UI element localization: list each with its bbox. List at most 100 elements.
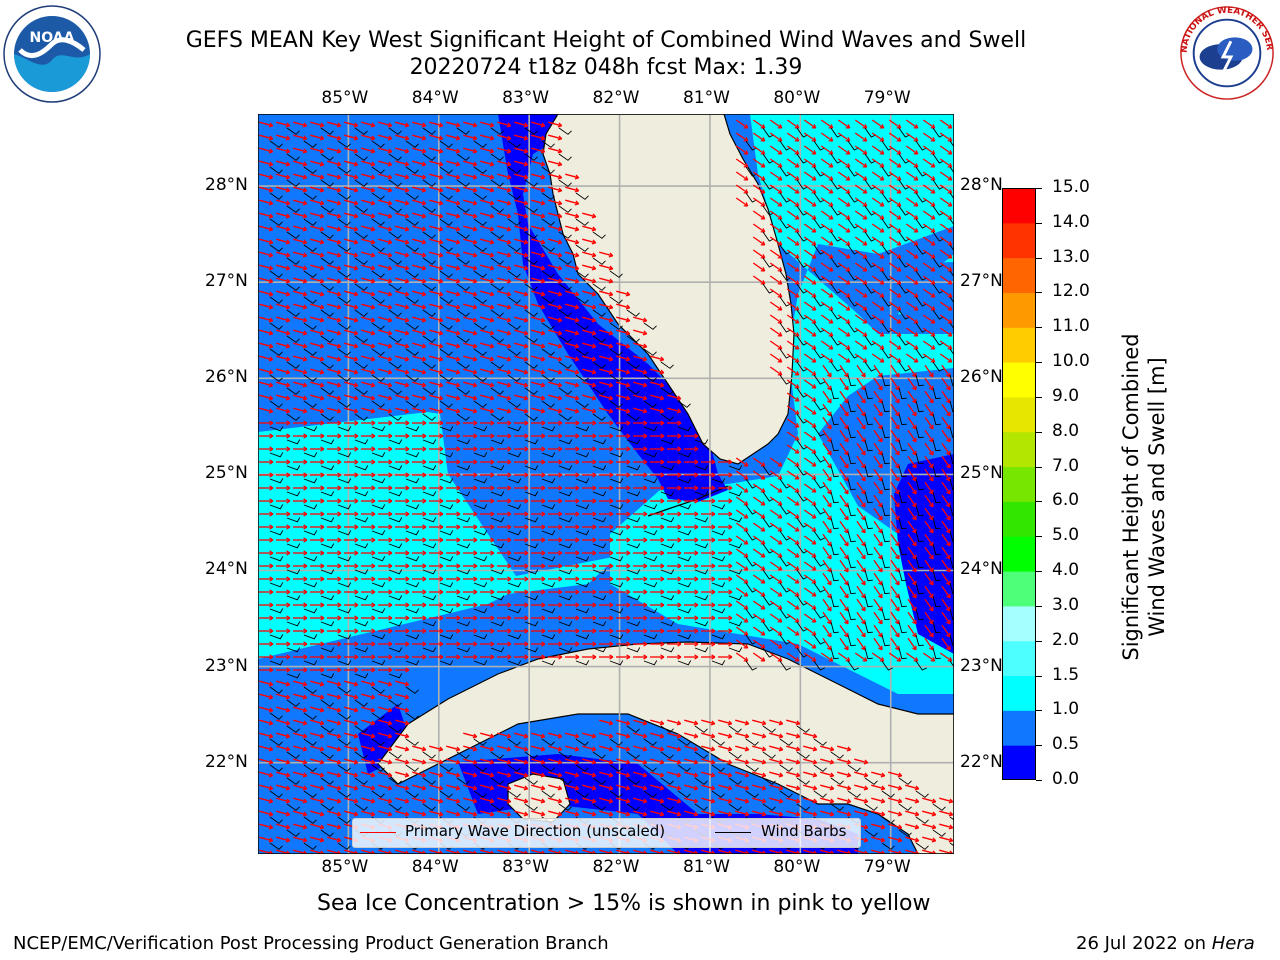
wave-arrow — [820, 353, 834, 363]
wave-arrow — [548, 355, 562, 361]
wave-arrow-head — [336, 408, 342, 414]
wave-arrow — [803, 327, 817, 337]
wind-barb — [847, 478, 856, 491]
wave-arrow-head — [896, 293, 902, 298]
wave-arrow-head — [404, 213, 410, 219]
wave-arrow — [888, 301, 902, 311]
wave-arrow-head — [946, 489, 951, 495]
wind-barb — [558, 179, 572, 187]
wind-barb — [473, 452, 488, 458]
wave-arrow — [514, 329, 528, 335]
wind-barb — [609, 296, 623, 304]
wave-arrow — [871, 353, 885, 363]
wave-arrow-head — [625, 317, 631, 323]
wind-barb — [779, 322, 792, 333]
wave-arrow-head — [609, 420, 614, 426]
wave-arrow — [327, 147, 341, 153]
colorbar-segment — [1002, 327, 1036, 363]
wave-arrow — [735, 197, 749, 207]
wave-arrow-head — [794, 189, 800, 194]
wave-arrow — [735, 171, 749, 181]
wave-arrow-head — [896, 280, 902, 285]
wave-arrow-head — [642, 343, 648, 349]
wind-barb — [320, 309, 334, 317]
wave-arrow-head — [336, 148, 342, 154]
wave-arrow — [514, 342, 528, 348]
wave-arrow-head — [557, 213, 563, 219]
wave-arrow — [839, 442, 849, 456]
wave-arrow-head — [760, 501, 766, 506]
wave-arrow — [941, 455, 951, 469]
wave-arrow-head — [489, 408, 495, 414]
wind-barb — [864, 309, 877, 320]
wave-arrow-head — [387, 239, 393, 245]
wave-arrow — [822, 390, 832, 404]
wave-arrow-head — [320, 420, 325, 426]
wind-barb — [847, 218, 860, 229]
wave-arrow — [890, 468, 900, 482]
wave-arrow-head — [422, 420, 427, 426]
wave-arrow-head — [353, 330, 359, 336]
wave-arrow-head — [421, 395, 427, 401]
wave-arrow — [582, 368, 596, 374]
wave-arrow-head — [353, 291, 359, 297]
wind-barb — [915, 166, 928, 177]
wave-arrow-head — [302, 408, 308, 414]
wind-barb — [864, 127, 877, 138]
wave-arrow — [922, 301, 936, 311]
wave-arrow — [905, 262, 919, 272]
wave-arrow — [293, 251, 307, 257]
wave-arrow — [463, 238, 477, 244]
wave-arrow — [786, 132, 800, 142]
wave-arrow — [873, 403, 883, 417]
wave-arrow — [822, 416, 832, 430]
wave-arrow — [310, 160, 324, 166]
wave-arrow-head — [896, 241, 902, 246]
wave-arrow — [548, 264, 562, 270]
wave-arrow — [786, 223, 800, 233]
wave-arrow-head — [387, 122, 393, 128]
wave-arrow-head — [404, 161, 410, 167]
wave-arrow-head — [371, 485, 376, 491]
wave-arrow — [480, 355, 494, 361]
wind-barb — [405, 244, 419, 252]
wave-arrow-head — [541, 485, 546, 491]
wave-arrow — [873, 364, 883, 378]
wind-barb — [473, 296, 487, 304]
wave-arrow — [907, 364, 917, 378]
wave-arrow-head — [268, 291, 274, 297]
wave-arrow-head — [540, 408, 546, 414]
wind-barb — [558, 127, 572, 135]
wind-barb — [439, 296, 453, 304]
wave-arrow — [412, 121, 426, 127]
colorbar-segment — [1002, 466, 1036, 502]
wind-barb — [779, 244, 792, 255]
wind-barb — [388, 361, 402, 369]
wave-arrow — [871, 236, 885, 246]
wave-arrow-head — [608, 291, 614, 297]
wave-arrow-head — [455, 317, 461, 323]
wave-arrow — [769, 158, 783, 168]
wind-barb — [490, 361, 504, 369]
wave-arrow — [259, 329, 273, 335]
wave-arrow-head — [506, 304, 512, 310]
wind-barb — [609, 348, 623, 356]
wave-arrow-head — [643, 420, 648, 426]
wave-arrow — [514, 368, 528, 374]
wind-barb — [881, 504, 890, 517]
wave-arrow — [395, 121, 409, 127]
wave-arrow — [854, 223, 868, 233]
wave-arrow-head — [694, 485, 699, 491]
wind-barb — [660, 491, 675, 497]
wave-arrow-head — [489, 265, 495, 271]
wave-arrow-head — [336, 369, 342, 375]
wave-arrow-head — [777, 202, 783, 207]
wave-arrow-head — [456, 420, 461, 426]
wind-barb — [949, 478, 954, 491]
wave-arrow-head — [947, 293, 953, 298]
wind-barb — [592, 387, 606, 395]
wave-arrow-head — [404, 135, 410, 141]
wave-arrow-head — [387, 135, 393, 141]
wave-arrow-head — [912, 437, 917, 443]
wave-arrow-head — [947, 202, 953, 207]
